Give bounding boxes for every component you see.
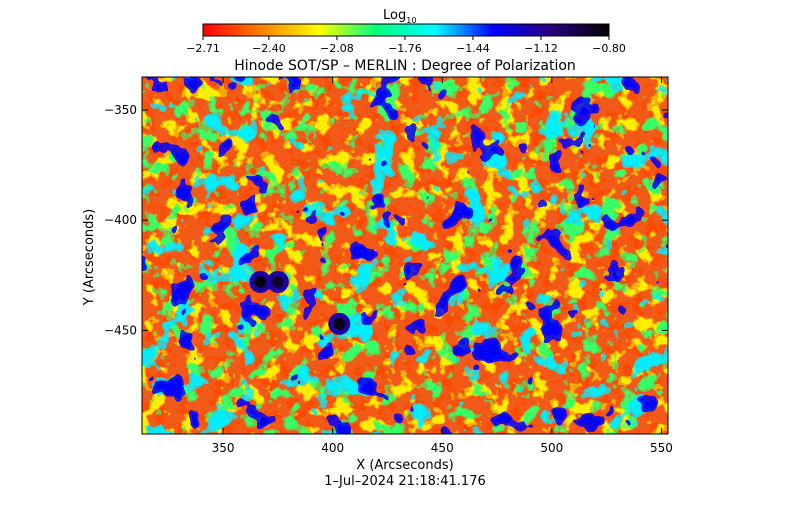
colorbar-tick-label: −1.76 — [388, 42, 422, 55]
feature-core — [333, 317, 346, 330]
colorbar-ticks: −2.71 −2.40 −2.08 −1.76 −1.44 −1.12 −0.80 — [186, 36, 626, 55]
x-tick-label: 400 — [321, 441, 344, 455]
colorbar-tick-label: −1.44 — [456, 42, 490, 55]
chart-title: Hinode SOT/SP – MERLIN : Degree of Polar… — [234, 58, 576, 74]
x-tick-label: 450 — [431, 441, 454, 455]
x-tick-label: 350 — [212, 441, 235, 455]
plot-frame — [141, 76, 669, 435]
feature-core — [254, 275, 267, 288]
colorbar-label: Log10 — [383, 8, 416, 25]
colorbar — [202, 23, 610, 37]
y-tick-label: −450 — [104, 323, 137, 337]
colorbar-label-base: Log — [383, 8, 406, 23]
timestamp: 1–Jul–2024 21:18:41.176 — [324, 474, 486, 489]
y-tick-label: −350 — [104, 103, 137, 117]
y-axis-ticks: −350 −400 −450 — [104, 103, 668, 337]
colorbar-label-sub: 10 — [406, 16, 416, 25]
y-tick-label: −400 — [104, 213, 137, 227]
high-polarization-features — [249, 270, 351, 335]
plot-area — [142, 77, 668, 434]
heatmap-level — [142, 77, 668, 434]
x-axis-label: X (Arcseconds) — [356, 458, 453, 473]
colorbar-tick-label: −2.71 — [186, 42, 220, 55]
x-axis-ticks: 350 400 450 500 550 — [212, 77, 673, 455]
colorbar-tick-label: −2.40 — [252, 42, 286, 55]
x-tick-label: 500 — [540, 441, 563, 455]
colorbar-tick-label: −0.80 — [592, 42, 626, 55]
x-tick-label: 550 — [650, 441, 673, 455]
colorbar-tick-label: −1.12 — [524, 42, 558, 55]
feature-core — [271, 275, 284, 288]
colorbar-tick-label: −2.08 — [320, 42, 354, 55]
y-axis-label: Y (Arcseconds) — [82, 209, 97, 306]
heatmap-field — [142, 77, 668, 434]
